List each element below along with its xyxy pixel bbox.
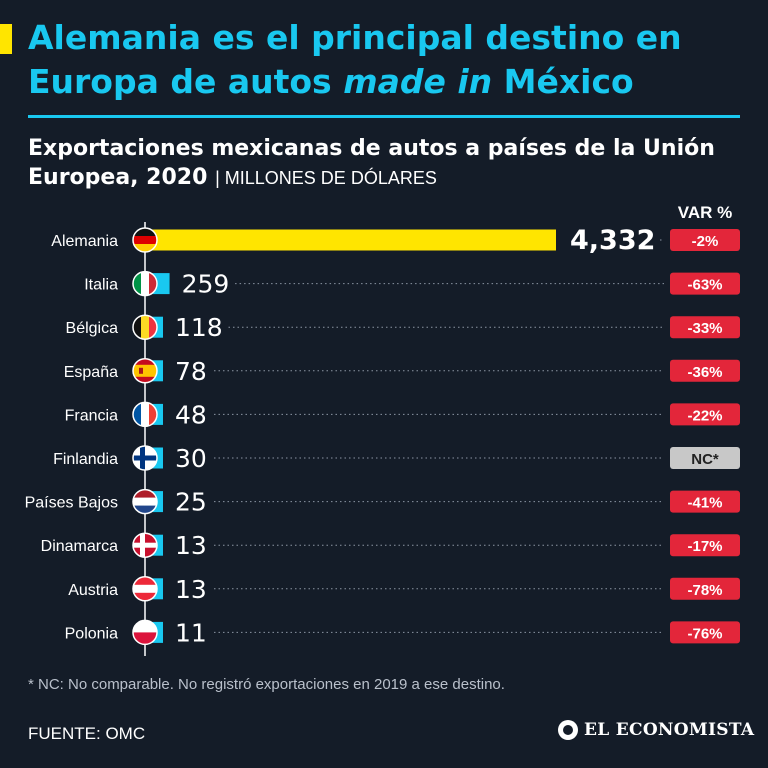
headline: Alemania es el principal destino en Euro… [28, 16, 758, 104]
flag-spain-icon [132, 358, 158, 384]
country-label: España [64, 364, 118, 381]
subtitle-unit-text: MILLONES DE DÓLARES [224, 168, 437, 188]
bar [145, 229, 556, 251]
value-label: 30 [175, 444, 207, 473]
headline-part2: México [492, 62, 634, 101]
flag-poland-icon [132, 619, 158, 646]
chart-subtitle: Exportaciones mexicanas de autos a paíse… [28, 134, 748, 193]
var-badge-label: -2% [692, 233, 719, 250]
country-label: Países Bajos [25, 495, 118, 512]
var-badge-label: -17% [687, 538, 722, 555]
var-column-header: VAR % [677, 203, 733, 222]
value-label: 13 [175, 575, 207, 604]
subtitle-unit: | MILLONES DE DÓLARES [215, 168, 437, 188]
flag-belgium-icon [132, 314, 158, 340]
brand-name: EL ECONOMISTA [584, 720, 755, 740]
var-badge [670, 272, 740, 295]
var-badge-label: -33% [687, 320, 722, 337]
var-badge-label: NC* [691, 451, 719, 468]
flag-netherlands-icon [132, 488, 158, 515]
value-label: 11 [175, 618, 207, 647]
flag-austria-icon [132, 576, 158, 602]
value-label: 78 [175, 357, 207, 386]
value-label: 48 [175, 400, 207, 429]
value-label: 4,332 [570, 225, 655, 256]
country-label: Dinamarca [41, 538, 118, 555]
var-badge [670, 621, 740, 644]
var-badge [670, 534, 740, 557]
country-label: Bélgica [66, 320, 119, 337]
country-label: Polonia [65, 625, 118, 642]
accent-bar [0, 24, 12, 54]
var-badge [670, 229, 740, 251]
flag-france-icon [132, 401, 158, 428]
var-badge [670, 447, 740, 469]
flag-italy-icon [132, 270, 158, 297]
var-badge-label: -36% [687, 364, 722, 381]
value-label: 25 [175, 488, 207, 517]
country-label: Finlandia [53, 451, 118, 468]
source-label: FUENTE: OMC [28, 724, 146, 743]
brand-logo: EL ECONOMISTA [558, 720, 754, 740]
country-label: Italia [84, 277, 118, 294]
country-label: Alemania [51, 233, 118, 250]
var-badge-label: -76% [687, 625, 722, 642]
var-badge-label: -63% [687, 277, 722, 294]
var-badge [670, 490, 740, 513]
var-badge-label: -41% [687, 495, 722, 512]
flag-germany-icon [132, 227, 158, 253]
footnote: * NC: No comparable. No registró exporta… [28, 676, 505, 693]
var-badge [670, 359, 740, 382]
var-badge [670, 316, 740, 339]
subtitle-main: Exportaciones mexicanas de autos a paíse… [28, 136, 715, 190]
title-rule [28, 115, 740, 118]
value-label: 13 [175, 531, 207, 560]
var-badge-label: -22% [687, 407, 722, 424]
var-badge [670, 577, 740, 600]
value-label: 118 [175, 313, 223, 342]
flag-denmark-icon [132, 532, 158, 558]
flag-finland-icon [132, 445, 158, 471]
country-label: Francia [65, 407, 118, 424]
brand-mark-icon [558, 720, 578, 740]
headline-part1: Alemania es el principal destino en Euro… [28, 18, 682, 101]
value-label: 259 [182, 270, 230, 299]
var-badge [670, 403, 740, 426]
headline-italic: made in [343, 62, 493, 101]
var-badge-label: -78% [687, 582, 722, 599]
country-label: Austria [68, 582, 118, 599]
